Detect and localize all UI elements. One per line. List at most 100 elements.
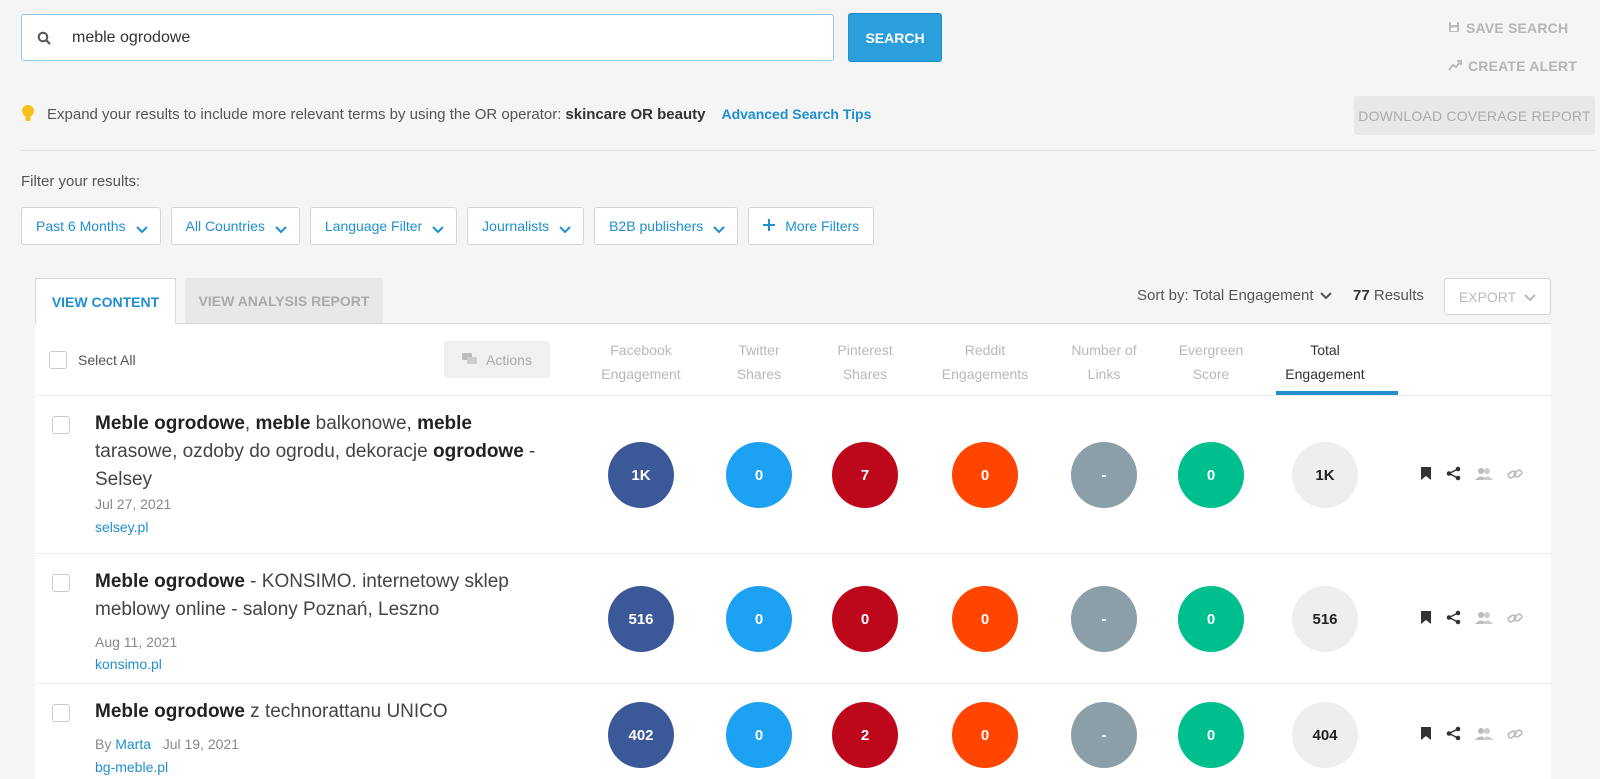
- contacts-icon[interactable]: [1475, 467, 1493, 481]
- column-header-pinterest-shares[interactable]: Pinterest Shares: [805, 338, 925, 386]
- bookmark-icon[interactable]: [1420, 466, 1432, 481]
- link-icon[interactable]: [1507, 727, 1523, 741]
- metric-pinterest-shares: 2: [832, 702, 898, 768]
- export-label: EXPORT: [1458, 288, 1517, 305]
- actions-label: Actions: [486, 351, 532, 368]
- metric-reddit-engagements: 0: [952, 442, 1018, 508]
- tip-example: skincare OR beauty: [565, 105, 706, 123]
- chevron-down-icon: [713, 221, 725, 234]
- article-date: Jul 19, 2021: [162, 736, 239, 752]
- column-header-line1: Twitter: [738, 342, 780, 358]
- tab-view-analysis-report[interactable]: VIEW ANALYSIS REPORT: [185, 278, 383, 324]
- metric-reddit-engagements: 0: [952, 586, 1018, 652]
- column-header-line2: Links: [1087, 366, 1121, 382]
- metric-total-engagement: 516: [1292, 586, 1358, 652]
- export-button[interactable]: EXPORT: [1444, 278, 1551, 315]
- column-header-line1: Evergreen: [1178, 342, 1244, 358]
- lightbulb-icon: [21, 104, 35, 124]
- sort-dropdown[interactable]: Sort by: Total Engagement: [1137, 287, 1332, 304]
- column-header-total-engagement[interactable]: Total Engagement: [1265, 338, 1385, 386]
- divider: [21, 150, 1595, 151]
- create-alert-link[interactable]: CREATE ALERT: [1448, 58, 1577, 74]
- title-keyword: Meble ogrodowe: [95, 413, 245, 434]
- metric-number-of-links: -: [1071, 442, 1137, 508]
- share-icon[interactable]: [1446, 726, 1461, 741]
- advanced-search-tips-link[interactable]: Advanced Search Tips: [721, 106, 872, 122]
- metric-facebook-engagement: 1K: [608, 442, 674, 508]
- save-search-link[interactable]: SAVE SEARCH: [1448, 20, 1568, 36]
- share-icon[interactable]: [1446, 466, 1461, 481]
- article-meta: Jul 27, 2021: [95, 496, 171, 512]
- active-sort-underline: [1276, 391, 1398, 395]
- filter-journalists[interactable]: Journalists: [467, 207, 585, 245]
- filter-countries[interactable]: All Countries: [170, 207, 300, 245]
- column-header-line1: Total: [1310, 342, 1340, 358]
- search-input[interactable]: [72, 28, 772, 47]
- results-number: 77: [1353, 287, 1370, 304]
- filter-label-text: Past 6 Months: [36, 218, 126, 234]
- filter-b2b-publishers[interactable]: B2B publishers: [594, 207, 739, 245]
- title-text: - KONSIMO. internetowy sklep meblowy onl…: [95, 571, 509, 620]
- filter-language[interactable]: Language Filter: [309, 207, 458, 245]
- chevron-down-icon: [135, 221, 148, 234]
- metric-pinterest-shares: 0: [832, 586, 898, 652]
- create-alert-label: CREATE ALERT: [1468, 58, 1577, 74]
- bookmark-icon[interactable]: [1420, 726, 1432, 741]
- article-domain[interactable]: bg-meble.pl: [95, 759, 169, 775]
- title-text: z technorattanu UNICO: [244, 701, 448, 722]
- table-row: Meble ogrodowe, meble balkonowe, meble t…: [35, 396, 1551, 554]
- metric-facebook-engagement: 516: [608, 586, 674, 652]
- metric-number-of-links: -: [1071, 702, 1137, 768]
- select-all-label: Select All: [78, 352, 136, 368]
- row-actions: [1420, 726, 1523, 741]
- link-icon[interactable]: [1507, 611, 1523, 625]
- article-domain[interactable]: konsimo.pl: [95, 656, 162, 672]
- tip-text: Expand your results to include more rele…: [47, 105, 562, 123]
- article-domain[interactable]: selsey.pl: [95, 519, 149, 535]
- actions-button[interactable]: Actions: [444, 341, 550, 378]
- chevron-down-icon: [1319, 287, 1332, 304]
- search-box[interactable]: [21, 14, 834, 61]
- row-checkbox[interactable]: [52, 704, 70, 722]
- metric-evergreen-score: 0: [1178, 702, 1244, 768]
- column-header-twitter-shares[interactable]: Twitter Shares: [699, 338, 819, 386]
- article-title[interactable]: Meble ogrodowe - KONSIMO. internetowy sk…: [95, 568, 555, 624]
- download-coverage-report-button[interactable]: DOWNLOAD COVERAGE REPORT: [1354, 96, 1595, 135]
- share-icon[interactable]: [1446, 610, 1461, 625]
- metric-total-engagement: 1K: [1292, 442, 1358, 508]
- row-checkbox[interactable]: [52, 416, 70, 434]
- column-header-number-of-links[interactable]: Number of Links: [1044, 338, 1164, 386]
- bookmark-icon[interactable]: [1420, 610, 1432, 625]
- metric-facebook-engagement: 402: [608, 702, 674, 768]
- author-link[interactable]: Marta: [115, 736, 152, 752]
- column-header-facebook-engagement[interactable]: Facebook Engagement: [581, 338, 701, 386]
- more-filters-button[interactable]: More Filters: [748, 207, 875, 245]
- column-header-line1: Reddit: [964, 342, 1006, 358]
- link-icon[interactable]: [1507, 467, 1523, 481]
- search-button[interactable]: SEARCH: [848, 13, 942, 62]
- tab-view-content[interactable]: VIEW CONTENT: [35, 278, 176, 324]
- contacts-icon[interactable]: [1475, 611, 1493, 625]
- filter-time-range[interactable]: Past 6 Months: [21, 207, 161, 245]
- row-checkbox[interactable]: [52, 574, 70, 592]
- title-keyword: Meble ogrodowe: [95, 571, 245, 592]
- article-title[interactable]: Meble ogrodowe, meble balkonowe, meble t…: [95, 410, 555, 494]
- select-all-checkbox[interactable]: [49, 351, 67, 369]
- plus-icon: [763, 218, 776, 234]
- search-icon: [36, 30, 52, 46]
- title-keyword: meble: [255, 413, 311, 434]
- title-keyword: ogrodowe: [433, 441, 524, 462]
- contacts-icon[interactable]: [1475, 727, 1493, 741]
- results-table: Select All Actions Facebook Engagement Twi…: [35, 323, 1551, 779]
- title-text: - Selsey: [95, 441, 536, 490]
- sort-label: Sort by: Total Engagement: [1137, 287, 1314, 304]
- results-count: 77 Results: [1353, 287, 1424, 304]
- article-title[interactable]: Meble ogrodowe z technorattanu UNICO: [95, 698, 555, 726]
- column-header-line2: Shares: [736, 366, 782, 382]
- metric-twitter-shares: 0: [726, 702, 792, 768]
- article-meta: By Marta Jul 19, 2021: [95, 736, 239, 752]
- column-header-evergreen-score[interactable]: Evergreen Score: [1151, 338, 1271, 386]
- column-header-line1: Number of: [1071, 342, 1137, 358]
- column-header-line2: Engagement: [601, 366, 681, 382]
- column-header-reddit-engagements[interactable]: Reddit Engagements: [925, 338, 1045, 386]
